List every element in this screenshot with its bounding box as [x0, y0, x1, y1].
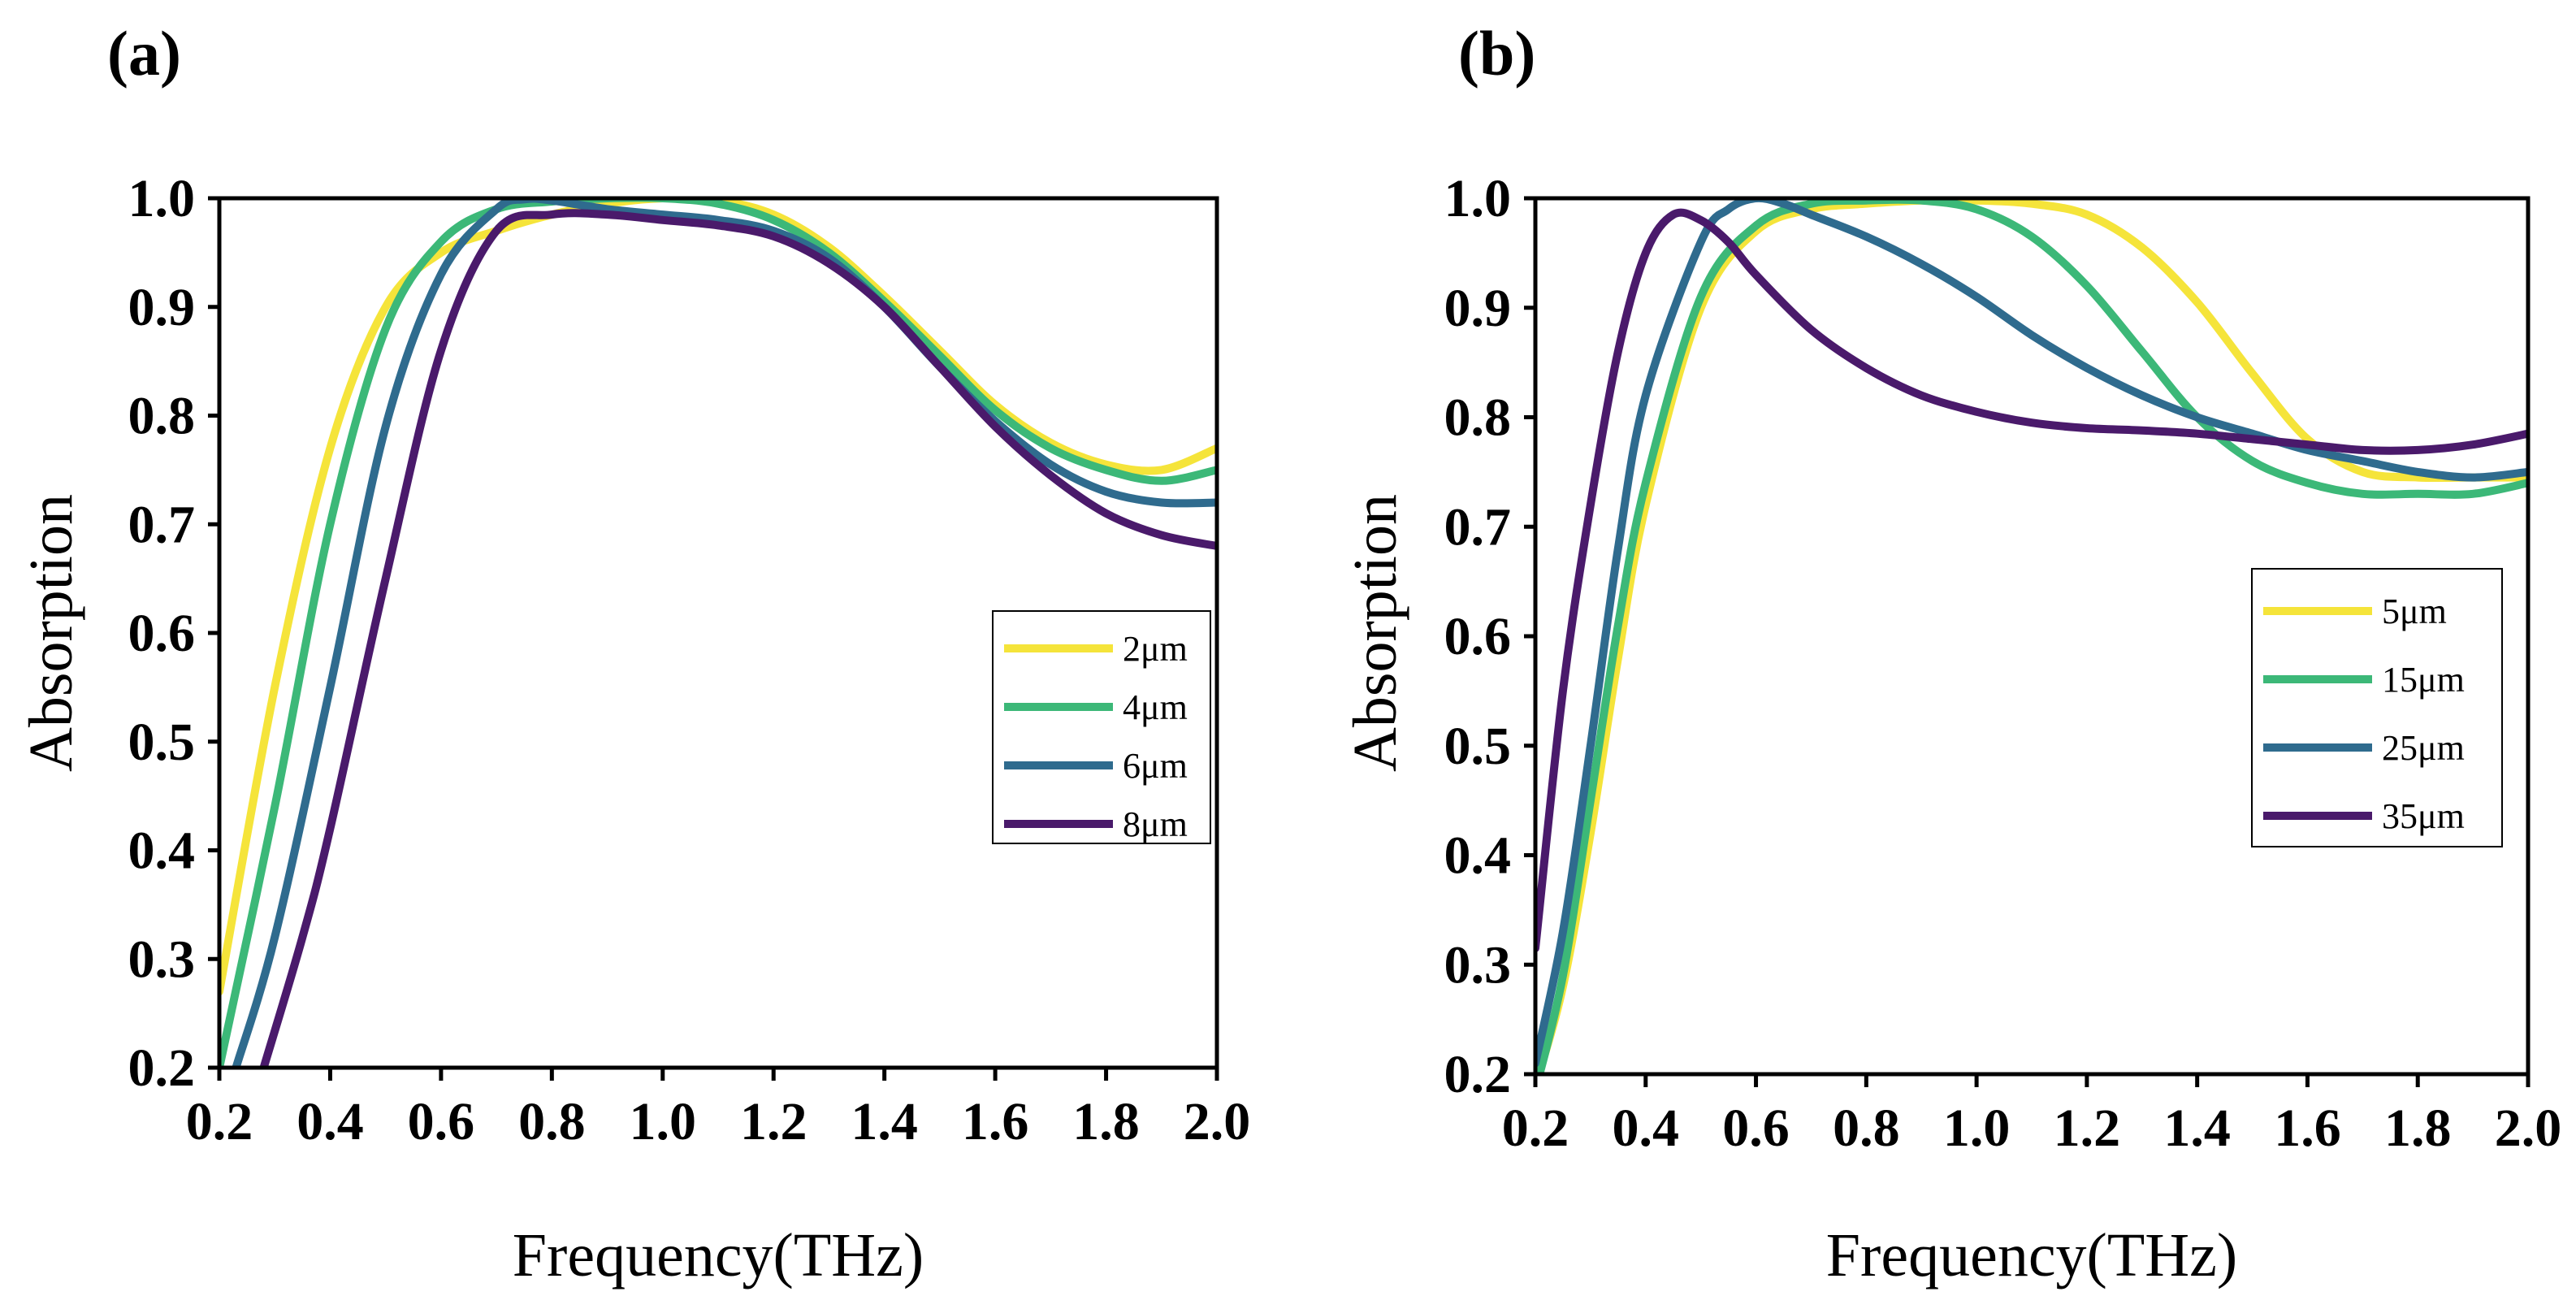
panel-label-a: (a) [107, 18, 181, 89]
x-tick-label: 0.2 [186, 1092, 253, 1151]
legend-label: 35μm [2382, 796, 2465, 836]
legend-label: 6μm [1123, 746, 1188, 786]
x-tick-label: 2.0 [2495, 1099, 2562, 1158]
x-tick-label: 1.2 [740, 1092, 807, 1151]
series-line-a-3 [232, 198, 1217, 1068]
series-line-b-4 [1535, 208, 2528, 952]
x-tick-label: 0.8 [518, 1092, 586, 1151]
y-tick-label: 1.0 [1444, 169, 1512, 228]
y-tick-label: 0.7 [128, 495, 196, 554]
y-tick-label: 0.6 [1444, 607, 1512, 666]
x-tick-label: 0.6 [1722, 1099, 1790, 1158]
y-tick-label: 0.5 [128, 713, 196, 772]
y-axis-title-b: Absorption [1341, 494, 1409, 772]
y-tick-label: 0.2 [1444, 1045, 1512, 1104]
x-tick-label: 1.6 [2274, 1099, 2341, 1158]
x-tick-label: 0.6 [408, 1092, 475, 1151]
x-tick-label: 0.4 [297, 1092, 364, 1151]
x-tick-label: 1.0 [630, 1092, 697, 1151]
series-line-a-2 [219, 198, 1217, 1068]
y-tick-label: 1.0 [128, 169, 196, 228]
y-tick-label: 0.4 [128, 821, 196, 881]
y-tick-label: 0.9 [128, 278, 196, 337]
y-tick-label: 0.3 [1444, 935, 1512, 995]
y-tick-label: 0.7 [1444, 497, 1512, 557]
y-tick-label: 0.2 [128, 1038, 196, 1098]
legend-label: 2μm [1123, 629, 1188, 669]
series-line-a-1 [219, 198, 1217, 996]
x-tick-label: 1.8 [2384, 1099, 2452, 1158]
x-tick-label: 1.0 [1943, 1099, 2011, 1158]
chart-panel-b: (b) 0.2 0.4 0.6 0.8 1.0 1.2 1.4 1.6 1.8 2.0 0.2 0.3… [1341, 18, 2561, 1289]
y-tick-label: 0.8 [128, 387, 196, 446]
x-tick-label: 1.4 [851, 1092, 918, 1151]
x-tick-label: 1.8 [1072, 1092, 1140, 1151]
x-axis-title-b: Frequency(THz) [1826, 1221, 2237, 1289]
x-tick-label: 1.6 [962, 1092, 1029, 1151]
chart-panel-a: (a) 0.2 0.4 0.6 0.8 1.0 1.2 1.4 1.6 1.8 2.0 0.2 0.3… [17, 18, 1250, 1289]
x-axis-title-a: Frequency(THz) [513, 1221, 924, 1289]
x-tick-label: 0.4 [1613, 1099, 1680, 1158]
x-tick-label: 2.0 [1184, 1092, 1251, 1151]
y-tick-label: 0.8 [1444, 388, 1512, 448]
series-line-b-3 [1535, 198, 2528, 1068]
series-line-a-4 [259, 209, 1217, 1068]
x-tick-label: 1.4 [2163, 1099, 2231, 1158]
legend-label: 25μm [2382, 728, 2465, 768]
y-tick-label: 0.4 [1444, 826, 1512, 886]
legend-label: 4μm [1123, 687, 1188, 727]
y-tick-label: 0.6 [128, 604, 196, 663]
legend-label: 8μm [1123, 804, 1188, 844]
x-tick-label: 1.2 [2054, 1099, 2121, 1158]
y-axis-title-a: Absorption [17, 494, 85, 772]
legend-label: 15μm [2382, 660, 2465, 700]
legend-label: 5μm [2382, 592, 2447, 631]
y-tick-label: 0.3 [128, 930, 196, 989]
series-line-b-2 [1535, 198, 2528, 1074]
y-tick-label: 0.9 [1444, 279, 1512, 338]
x-tick-label: 0.8 [1833, 1099, 1900, 1158]
y-tick-label: 0.5 [1444, 717, 1512, 776]
panel-label-b: (b) [1458, 18, 1535, 89]
x-tick-label: 0.2 [1502, 1099, 1569, 1158]
